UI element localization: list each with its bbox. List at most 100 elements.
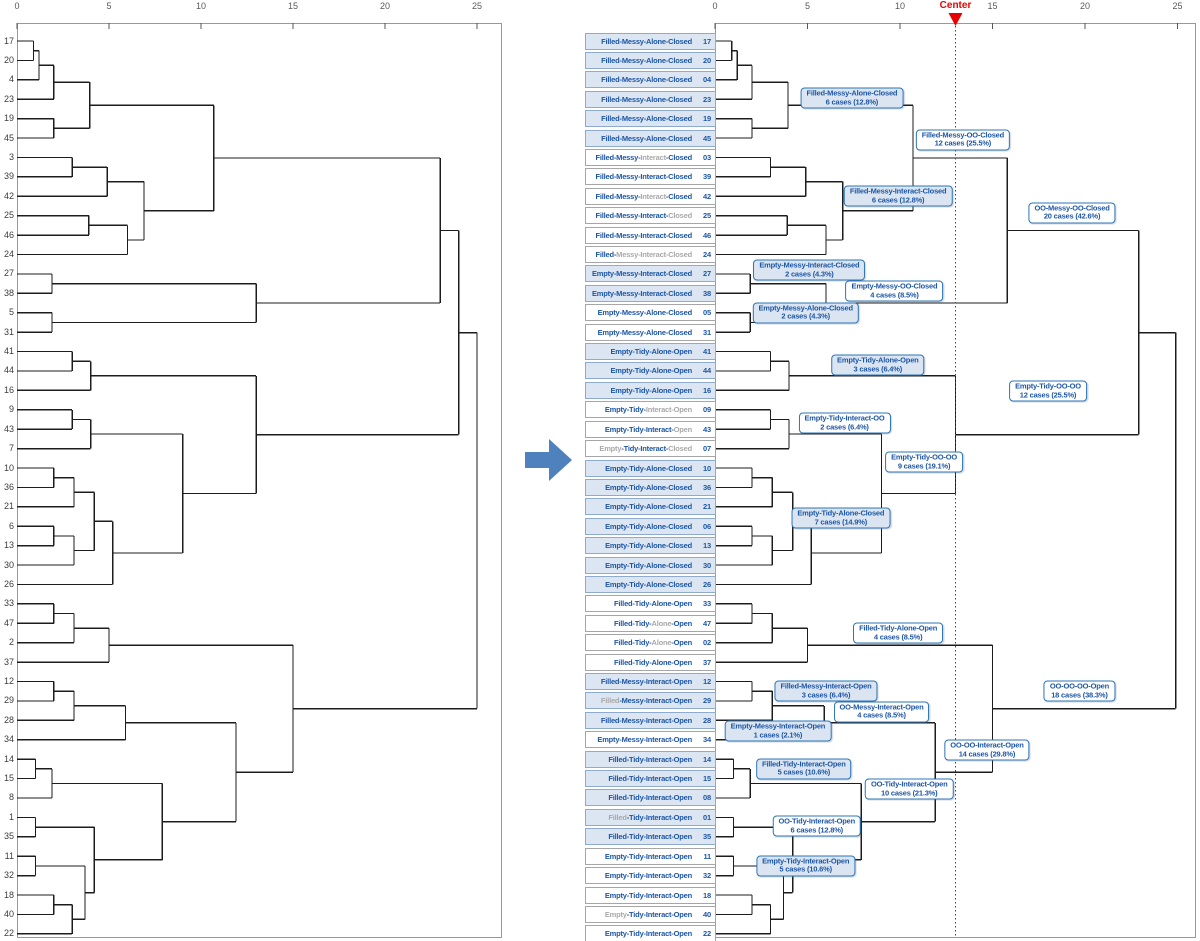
leaf-label-text: Empty-Messy-Interact-Closed <box>591 269 692 279</box>
leaf-id-label: 22 <box>3 928 14 939</box>
leaf-id-label: 43 <box>3 423 14 434</box>
leaf-label: Empty-Messy-Interact-Open 34 <box>585 731 716 749</box>
axis-tick-label: 10 <box>894 1 905 11</box>
cluster-annotation: Filled-Messy-OO-Closed 12 cases (25.5%) <box>915 129 1011 151</box>
cluster-count: 3 cases (6.4%) <box>853 364 903 374</box>
leaf-number: 05 <box>703 308 711 318</box>
leaf-label: Empty-Tidy-Alone-Open 44 <box>585 362 716 380</box>
leaf-id-label: 13 <box>3 540 14 551</box>
leaf-id-label: 45 <box>3 132 14 143</box>
center-marker-label: Center <box>939 0 972 11</box>
leaf-label: Filled-Messy-Alone-Closed 20 <box>585 51 716 69</box>
cluster-count: 2 cases (4.3%) <box>785 269 834 279</box>
leaf-number: 13 <box>703 541 711 551</box>
leaf-number: 35 <box>703 832 711 842</box>
leaf-label-text: Filled-Tidy-Interact-Open <box>608 774 692 784</box>
leaf-id-label: 10 <box>3 462 14 473</box>
leaf-id-label: 42 <box>3 190 14 201</box>
leaf-number: 29 <box>703 696 711 706</box>
leaf-number: 26 <box>703 579 711 589</box>
leaf-label-text: Empty-Messy-Alone-Closed <box>597 327 693 337</box>
cluster-annotation: Filled-Messy-Interact-Closed 6 cases (12.… <box>843 185 953 207</box>
cluster-count: 4 cases (8.5%) <box>870 290 919 300</box>
leaf-label-text: Filled-Messy-Alone-Closed <box>601 94 692 104</box>
cluster-annotation: Empty-Tidy-Interact-OO 2 cases (6.4%) <box>798 412 891 434</box>
leaf-label-text: Empty-Tidy-Alone-Open <box>610 347 693 357</box>
leaf-label-text: Empty-Messy-Interact-Closed <box>591 288 692 298</box>
center-triangle-icon <box>948 13 963 26</box>
leaf-label-text: -Tidy-Interact-Open <box>626 909 692 919</box>
leaf-number: 09 <box>703 405 711 415</box>
leaf-label-text: Empty-Tidy-Interact-Open <box>604 890 692 900</box>
leaf-id-label: 2 <box>8 637 14 648</box>
leaf-label: Empty -Tidy-Interact- Closed 07 <box>585 440 716 458</box>
leaf-id-label: 32 <box>3 870 14 881</box>
leaf-label-text: Empty <box>599 444 622 454</box>
cluster-name: Empty-Tidy-Interact-Open <box>762 856 850 866</box>
cluster-count: 2 cases (6.4%) <box>820 422 869 432</box>
leaf-number: 47 <box>703 618 711 628</box>
leaf-label-text: Filled-Tidy-Interact-Open <box>608 793 692 803</box>
leaf-number: 41 <box>703 347 711 357</box>
leaf-number: 39 <box>703 172 711 182</box>
leaf-label-text: -Open <box>671 638 692 648</box>
leaf-number: 33 <box>703 599 711 609</box>
leaf-id-label: 47 <box>3 617 14 628</box>
leaf-number: 16 <box>703 385 711 395</box>
leaf-label: Filled-Messy-Alone-Closed 17 <box>585 32 716 50</box>
leaf-label-text: Empty-Tidy-Alone-Closed <box>605 521 692 531</box>
leaf-label: Empty-Tidy-Alone-Closed 10 <box>585 459 716 477</box>
leaf-id-label: 38 <box>3 287 14 298</box>
leaf-label: Empty-Tidy-Interact-Open 18 <box>585 886 716 904</box>
leaf-number: 15 <box>703 774 711 784</box>
axis-tick-label: 10 <box>195 1 206 11</box>
leaf-number: 38 <box>703 288 711 298</box>
leaf-id-label: 20 <box>3 54 14 65</box>
cluster-annotation: Empty-Messy-OO-Closed 4 cases (8.5%) <box>845 280 944 302</box>
leaf-id-label: 24 <box>3 249 14 259</box>
leaf-label: Empty-Tidy- Interact-Open 09 <box>585 401 716 419</box>
leaf-id-label: 21 <box>3 501 14 512</box>
leaf-label-text: Empty-Tidy- <box>604 405 646 415</box>
cluster-count: 18 cases (38.3%) <box>1051 690 1108 700</box>
leaf-label: Filled-Tidy-Interact-Open 15 <box>585 770 716 788</box>
leaf-label: Filled-Tidy-Alone-Open 37 <box>585 653 716 671</box>
dendrogram-tree <box>715 40 1177 935</box>
leaf-label: Filled -Tidy-Interact-Open 01 <box>585 808 716 826</box>
leaf-id-label: 5 <box>8 307 14 318</box>
leaf-label: Empty-Tidy-Alone-Closed 13 <box>585 537 716 555</box>
leaf-label-text: Empty-Tidy-Alone-Closed <box>605 482 692 492</box>
cluster-name: Empty-Tidy-Alone-Open <box>837 355 919 365</box>
leaf-label-text: Open <box>673 424 693 434</box>
leaf-label-text: Filled-Tidy- <box>614 638 652 648</box>
leaf-label-text: Empty-Tidy-Interact- <box>604 424 674 434</box>
leaf-number: 27 <box>703 269 711 279</box>
leaf-label: Filled-Messy- Interact -Closed 03 <box>585 148 716 166</box>
cluster-name: OO-OO-Interact-Open <box>950 740 1024 750</box>
leaf-number: 24 <box>703 250 711 259</box>
leaf-label-text: Messy-Interact-Closed <box>616 250 692 259</box>
leaf-label-text: Empty-Tidy-Alone-Closed <box>605 541 692 551</box>
leaf-label: Filled-Tidy- Alone -Open 02 <box>585 634 716 652</box>
cluster-name: OO-Messy-OO-Closed <box>1034 203 1110 213</box>
leaf-number: 10 <box>703 463 711 473</box>
cluster-count: 6 cases (12.8%) <box>790 825 844 835</box>
leaf-number: 25 <box>703 211 711 221</box>
leaf-label: Empty-Tidy-Interact-Open 22 <box>585 925 716 941</box>
cluster-count: 5 cases (10.6%) <box>779 864 832 874</box>
leaf-label-text: Filled-Messy- <box>595 191 641 201</box>
cluster-count: 4 cases (8.5%) <box>873 632 923 641</box>
leaf-label-text: Empty-Tidy-Alone-Closed <box>605 502 692 512</box>
leaf-label: Empty-Messy-Alone-Closed 05 <box>585 304 716 322</box>
leaf-label: Empty-Tidy-Interact- Open 43 <box>585 420 716 438</box>
leaf-id-label: 25 <box>3 210 14 221</box>
leaf-id-label: 29 <box>3 695 14 706</box>
axis-tick-label: 5 <box>106 1 112 11</box>
leaf-id-label: 16 <box>3 384 14 395</box>
axis-tick-label: 0 <box>14 1 20 11</box>
cluster-count: 6 cases (12.8%) <box>871 195 925 205</box>
cluster-name: OO-Messy-Interact-Open <box>839 702 924 712</box>
cluster-name: Filled-Messy-Interact-Closed <box>849 186 947 196</box>
cluster-annotation: Empty-Tidy-Interact-Open 5 cases (10.6%) <box>756 855 856 877</box>
leaf-label: Filled-Messy-Interact-Open 28 <box>585 711 716 729</box>
